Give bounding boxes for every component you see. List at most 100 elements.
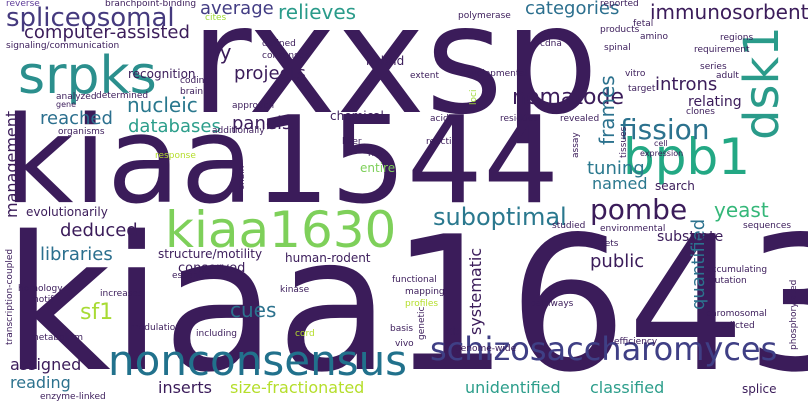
cloud-word: including <box>196 329 237 339</box>
cloud-word: genetic <box>417 306 427 340</box>
cloud-word: coding <box>180 76 211 86</box>
cloud-word: classified <box>590 378 665 397</box>
cloud-word: adult <box>716 71 739 81</box>
cloud-word: modulation <box>130 323 181 333</box>
cloud-word: databases <box>128 116 221 137</box>
cloud-word: chromosomal <box>706 309 767 319</box>
cloud-word: products <box>600 25 640 35</box>
cloud-word: cues <box>230 298 277 322</box>
cloud-word: human-rodent <box>285 251 371 265</box>
cloud-word: yeast <box>714 198 769 222</box>
cloud-word: functional <box>392 275 437 285</box>
cloud-word: reverse <box>6 0 40 9</box>
cloud-word: environmental <box>600 224 666 234</box>
cloud-word: amino <box>640 32 668 42</box>
cloud-word: reached <box>40 108 113 129</box>
cloud-word: mutation <box>706 276 747 286</box>
cloud-word: liver <box>342 137 362 147</box>
cloud-word: defined <box>262 39 296 49</box>
cloud-word: public <box>590 251 645 272</box>
cloud-word: enzyme-linked <box>40 392 106 402</box>
cloud-word: developmental <box>460 69 528 79</box>
cloud-word: rxxsp <box>190 0 599 148</box>
cloud-word: rna <box>368 149 383 159</box>
cloud-word: revealed <box>560 114 600 124</box>
cloud-word: frames <box>595 75 619 145</box>
cloud-word: series <box>700 62 727 72</box>
cloud-word: relieves <box>278 0 357 24</box>
cloud-word: evolutionarily <box>26 205 108 219</box>
cloud-word: recognition <box>128 67 196 81</box>
cloud-word: residues <box>500 114 538 124</box>
cloud-word: named <box>592 174 648 193</box>
cloud-word: acid <box>430 114 449 124</box>
cloud-word: bpb1 <box>623 128 751 186</box>
cloud-word: cell <box>654 139 668 148</box>
cloud-word: spinal <box>604 43 631 53</box>
cloud-word: size-fractionated <box>230 378 365 397</box>
cloud-word: kinase <box>280 285 310 295</box>
cloud-word: introns <box>655 74 718 95</box>
cloud-word: schizosaccharomyces <box>430 330 778 368</box>
cloud-word: phosphorylated <box>789 279 799 350</box>
cloud-word: chemical <box>330 109 384 123</box>
cloud-word: categories <box>525 0 620 19</box>
cloud-word: kiaa1630 <box>165 201 397 259</box>
cloud-word: branchpoint-binding <box>105 0 197 9</box>
cloud-word: fission <box>620 113 710 146</box>
cloud-word: cdna <box>540 39 562 49</box>
cloud-word: management <box>2 110 21 218</box>
cloud-word: vivo <box>395 339 414 349</box>
cloud-word: inserts <box>158 378 212 397</box>
cloud-word: response <box>155 151 196 161</box>
cloud-word: expression <box>640 149 684 158</box>
cloud-word: genome-wide <box>455 344 517 354</box>
cloud-word: sequences <box>743 221 792 231</box>
cloud-word: pathways <box>530 299 574 309</box>
cloud-word: kiaa1544 <box>4 92 560 231</box>
cloud-word: systematic <box>466 247 485 335</box>
cloud-word: studied <box>552 221 586 231</box>
cloud-word: determined <box>96 91 149 101</box>
cloud-word: computer-assisted <box>24 22 190 43</box>
cloud-word: predicted <box>712 321 755 331</box>
cloud-word: nonconsensus <box>108 336 408 385</box>
cloud-word: projects <box>234 63 306 84</box>
cloud-word: polymerase <box>458 11 511 21</box>
cloud-word: brain <box>180 87 204 97</box>
cloud-word: transcription-coupled <box>5 248 15 345</box>
cloud-word: entire <box>360 161 396 175</box>
cloud-word: additionally <box>212 126 265 136</box>
cloud-word: structure/motility <box>158 247 263 261</box>
cloud-word: relating <box>688 94 742 110</box>
cloud-word: organisms <box>58 127 105 137</box>
cloud-word: chain <box>237 165 247 190</box>
cloud-word: accumulating <box>706 265 768 275</box>
cloud-word: spliceosomal <box>6 3 175 33</box>
cloud-word: unidentified <box>465 378 561 397</box>
cloud-word: pombe <box>590 193 688 226</box>
cloud-word: tuning <box>587 158 645 179</box>
cloud-word: extent <box>410 71 440 81</box>
cloud-word: efficiency <box>614 337 658 347</box>
cloud-word: clones <box>686 107 715 117</box>
cloud-word: substrate <box>657 229 724 245</box>
cloud-word: sf1 <box>80 300 114 325</box>
cloud-word: cites <box>205 13 227 23</box>
cloud-word: essential <box>172 271 213 281</box>
cloud-word: homology <box>18 284 63 294</box>
cloud-word: splice <box>742 382 777 396</box>
cloud-word: nucleic <box>127 93 198 117</box>
cloud-word: motif <box>30 295 54 305</box>
cloud-word: regions <box>720 33 754 43</box>
cloud-word: panels <box>232 113 292 134</box>
cloud-word: signaling/communication <box>6 41 120 51</box>
cloud-word: consensus <box>262 51 310 61</box>
cloud-word: reported <box>600 0 639 9</box>
cloud-word: reading <box>10 373 71 392</box>
cloud-word: requirement <box>694 45 750 55</box>
cloud-word: kb <box>445 324 460 338</box>
cloud-word: profiles <box>405 299 439 309</box>
cloud-word: assay <box>571 132 581 158</box>
